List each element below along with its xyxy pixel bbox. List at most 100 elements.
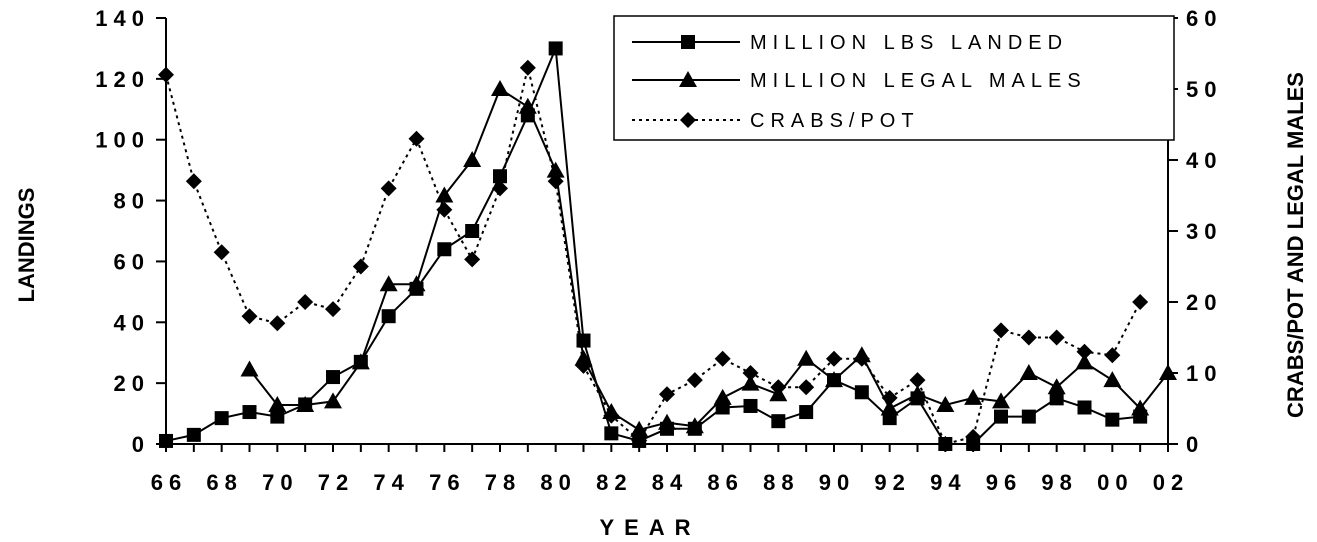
data-point-million-legal-males <box>685 417 704 434</box>
data-point-crabs-pot <box>937 436 954 452</box>
legend-marker <box>680 112 696 128</box>
y-tick-label-left: 20 <box>114 371 150 396</box>
data-point-million-lbs-landed <box>465 224 480 238</box>
series-million-legal-males <box>240 80 1177 437</box>
data-point-crabs-pot <box>853 350 870 367</box>
data-point-million-lbs-landed <box>1021 409 1036 424</box>
y-tick-label-right: 60 <box>1186 6 1222 31</box>
data-point-crabs-pot <box>798 379 815 396</box>
data-point-million-legal-males <box>379 275 398 292</box>
x-tick-label: 02 <box>1153 470 1189 495</box>
data-point-crabs-pot <box>519 59 536 76</box>
data-point-million-legal-males <box>741 374 760 391</box>
series-crabs-pot <box>158 59 1149 452</box>
data-point-million-lbs-landed <box>994 409 1008 424</box>
data-point-million-lbs-landed <box>214 411 229 426</box>
y-tick-label-left: 60 <box>114 249 150 274</box>
x-tick-label: 76 <box>429 470 465 495</box>
data-point-million-legal-males <box>1159 364 1177 380</box>
data-point-million-lbs-landed <box>771 414 786 429</box>
y-tick-label-right: 0 <box>1186 432 1204 457</box>
data-point-million-legal-males <box>825 371 843 388</box>
data-point-million-legal-males <box>880 399 899 416</box>
data-point-million-legal-males <box>491 80 509 96</box>
data-point-crabs-pot <box>770 379 787 396</box>
data-point-million-legal-males <box>713 388 732 405</box>
data-point-crabs-pot <box>436 201 453 218</box>
data-point-million-lbs-landed <box>159 433 173 448</box>
data-point-million-legal-males <box>296 395 315 412</box>
data-point-million-legal-males <box>797 349 816 366</box>
x-tick-label: 92 <box>874 470 910 495</box>
data-point-million-lbs-landed <box>186 427 201 442</box>
x-tick-label: 74 <box>373 470 409 495</box>
data-point-crabs-pot <box>1132 294 1149 310</box>
data-point-crabs-pot <box>380 180 397 197</box>
y-tick-label-left: 140 <box>95 6 150 31</box>
data-point-million-legal-males <box>324 392 342 409</box>
data-point-crabs-pot <box>297 294 314 310</box>
data-point-crabs-pot <box>547 173 564 190</box>
data-point-crabs-pot <box>881 389 898 406</box>
data-point-crabs-pot <box>714 350 731 367</box>
series-line-million-legal-males <box>248 87 1169 431</box>
legend: MILLION LBS LANDED MILLION LEGAL MALES CRA… <box>613 15 1175 141</box>
data-point-million-lbs-landed <box>326 370 340 385</box>
data-point-crabs-pot <box>158 66 174 83</box>
y-tick-label-left: 0 <box>132 432 150 457</box>
data-point-million-legal-males <box>936 395 955 412</box>
data-point-million-legal-males <box>630 420 649 437</box>
x-tick-label: 90 <box>819 470 855 495</box>
data-point-crabs-pot <box>1076 343 1093 360</box>
data-point-million-legal-males <box>964 388 983 405</box>
data-point-crabs-pot <box>686 372 703 389</box>
data-point-crabs-pot <box>993 322 1009 339</box>
data-point-million-legal-males <box>1047 378 1066 395</box>
data-point-crabs-pot <box>575 357 592 374</box>
data-point-million-legal-males <box>992 392 1010 409</box>
x-tick-label: 78 <box>485 470 521 495</box>
data-point-million-lbs-landed <box>270 409 285 424</box>
data-point-million-legal-males <box>407 275 426 292</box>
x-tick-label: 66 <box>151 470 187 495</box>
legend-label: MILLION LBS LANDED <box>750 32 1068 54</box>
data-point-million-legal-males <box>908 385 927 402</box>
data-point-crabs-pot <box>325 301 341 318</box>
series-layer <box>158 41 1177 452</box>
data-point-million-legal-males <box>351 353 370 370</box>
data-point-million-legal-males <box>1103 371 1122 388</box>
data-point-crabs-pot <box>241 308 258 325</box>
x-tick-label: 00 <box>1097 470 1133 495</box>
x-tick-label: 82 <box>596 470 632 495</box>
data-point-crabs-pot <box>352 258 369 275</box>
data-point-million-lbs-landed <box>548 41 563 56</box>
data-point-crabs-pot <box>1020 329 1037 346</box>
data-point-million-lbs-landed <box>1049 391 1064 406</box>
data-point-million-lbs-landed <box>242 405 257 420</box>
x-axis-title: YEAR <box>599 515 700 540</box>
data-point-crabs-pot <box>965 428 982 445</box>
x-tick-label: 88 <box>763 470 799 495</box>
data-point-million-lbs-landed <box>604 426 619 441</box>
y-axis-title-right: CRABS/POT AND LEGAL MALES <box>1283 72 1308 418</box>
data-point-crabs-pot <box>909 372 926 389</box>
x-tick-label: 94 <box>930 470 966 495</box>
data-point-million-lbs-landed <box>437 242 452 257</box>
data-point-million-legal-males <box>546 161 565 178</box>
data-point-crabs-pot <box>1048 329 1065 346</box>
data-point-million-lbs-landed <box>1077 400 1092 415</box>
data-point-million-legal-males <box>463 151 482 167</box>
data-point-million-lbs-landed <box>1105 412 1120 427</box>
y-tick-label-left: 80 <box>114 189 150 214</box>
y-tick-label-right: 50 <box>1186 77 1222 102</box>
y-tick-label-left: 120 <box>95 67 150 92</box>
y-tick-label-right: 30 <box>1186 219 1222 244</box>
x-tick-label: 72 <box>318 470 354 495</box>
data-point-crabs-pot <box>185 173 202 190</box>
legend-marker <box>681 35 695 49</box>
y-axis-title-left: LANDINGS <box>14 188 39 303</box>
data-point-crabs-pot <box>464 251 481 268</box>
